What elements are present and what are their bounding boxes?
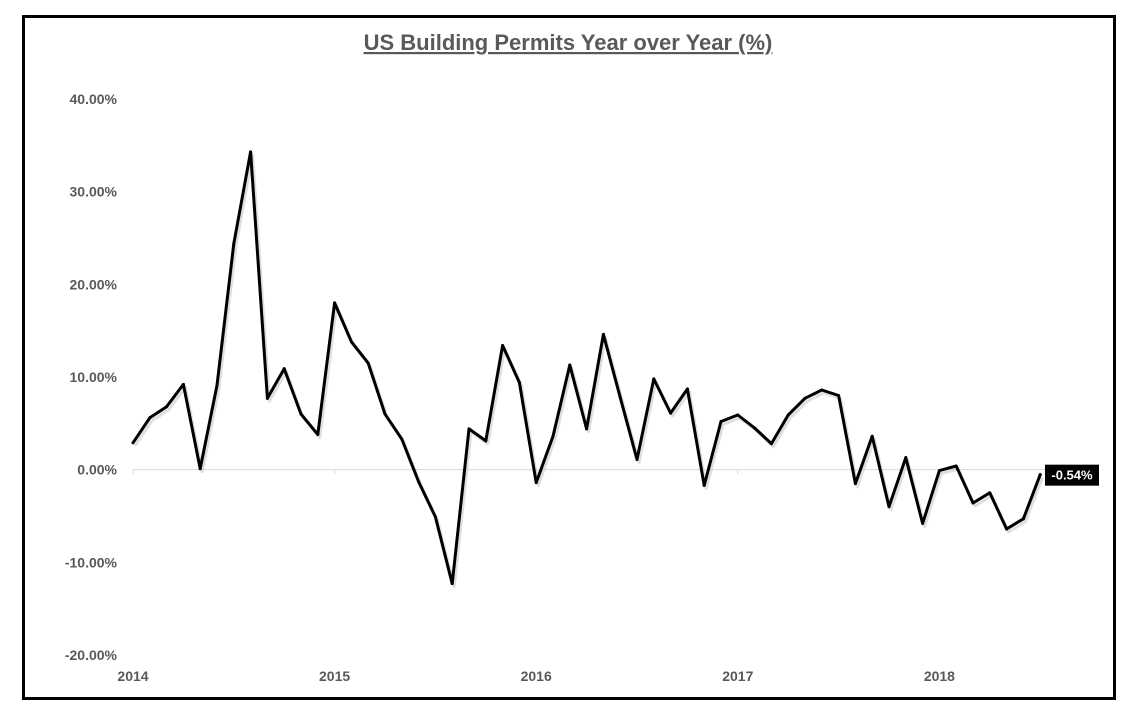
last-value-label: -0.54% bbox=[1051, 468, 1093, 483]
y-tick-label: 30.00% bbox=[70, 184, 118, 200]
x-tick-label: 2018 bbox=[924, 668, 955, 684]
data-point bbox=[282, 367, 286, 371]
data-point bbox=[1038, 473, 1042, 477]
data-point bbox=[1005, 527, 1009, 531]
data-point bbox=[400, 437, 404, 441]
data-point bbox=[937, 469, 941, 473]
data-point bbox=[736, 413, 740, 417]
data-point bbox=[971, 501, 975, 505]
data-point bbox=[719, 419, 723, 423]
y-tick-label: 0.00% bbox=[77, 462, 117, 478]
last-value-label-group: -0.54% bbox=[1045, 464, 1099, 486]
data-point bbox=[467, 427, 471, 431]
data-point bbox=[618, 395, 622, 399]
data-point bbox=[383, 412, 387, 416]
data-point bbox=[299, 412, 303, 416]
data-point bbox=[652, 377, 656, 381]
data-point bbox=[669, 411, 673, 415]
data-point bbox=[702, 483, 706, 487]
y-tick-label: 10.00% bbox=[70, 369, 118, 385]
data-point bbox=[820, 388, 824, 392]
data-point bbox=[148, 416, 152, 420]
data-point bbox=[333, 301, 337, 305]
data-point bbox=[803, 396, 807, 400]
data-point bbox=[450, 582, 454, 586]
x-tick-label: 2014 bbox=[117, 668, 148, 684]
data-point bbox=[534, 481, 538, 485]
data-point bbox=[198, 467, 202, 471]
data-point bbox=[366, 361, 370, 365]
chart-title: US Building Permits Year over Year (%) bbox=[364, 30, 773, 55]
data-point bbox=[249, 150, 253, 154]
data-point bbox=[484, 439, 488, 443]
data-point bbox=[954, 464, 958, 468]
data-point bbox=[635, 457, 639, 461]
data-point bbox=[517, 381, 521, 385]
data-point bbox=[568, 363, 572, 367]
data-point bbox=[232, 242, 236, 246]
y-axis: 40.00% 30.00% 20.00% 10.00% 0.00% -10.00% -20.… bbox=[65, 91, 118, 663]
data-point bbox=[215, 383, 219, 387]
x-tick-label: 2015 bbox=[319, 668, 350, 684]
data-point bbox=[501, 343, 505, 347]
data-point bbox=[753, 426, 757, 430]
data-point bbox=[551, 434, 555, 438]
data-point bbox=[181, 382, 185, 386]
data-point bbox=[165, 405, 169, 409]
y-tick-label: -20.00% bbox=[65, 647, 118, 663]
x-axis: 2014 2015 2016 2017 2018 bbox=[117, 469, 955, 684]
data-point bbox=[601, 332, 605, 336]
x-tick-label: 2017 bbox=[722, 668, 753, 684]
data-point bbox=[786, 413, 790, 417]
data-point bbox=[433, 515, 437, 519]
data-point bbox=[837, 394, 841, 398]
data-point bbox=[988, 491, 992, 495]
data-point bbox=[853, 482, 857, 486]
series-shadow bbox=[133, 153, 1044, 589]
data-point bbox=[316, 432, 320, 436]
chart-frame bbox=[22, 15, 1116, 700]
series-line bbox=[131, 150, 1042, 586]
data-point bbox=[904, 456, 908, 460]
data-point bbox=[769, 442, 773, 446]
data-point bbox=[887, 505, 891, 509]
data-point bbox=[685, 387, 689, 391]
x-tick-label: 2016 bbox=[521, 668, 552, 684]
y-tick-label: 20.00% bbox=[70, 276, 118, 292]
series-group bbox=[131, 150, 1044, 589]
data-point bbox=[265, 396, 269, 400]
data-point bbox=[1021, 517, 1025, 521]
data-point bbox=[417, 480, 421, 484]
data-point bbox=[921, 521, 925, 525]
y-tick-label: 40.00% bbox=[70, 91, 118, 107]
data-point bbox=[870, 434, 874, 438]
data-point bbox=[349, 340, 353, 344]
last-value-label-bg bbox=[1045, 464, 1099, 486]
data-point bbox=[585, 427, 589, 431]
data-point bbox=[131, 441, 135, 445]
y-tick-label: -10.00% bbox=[65, 554, 118, 570]
